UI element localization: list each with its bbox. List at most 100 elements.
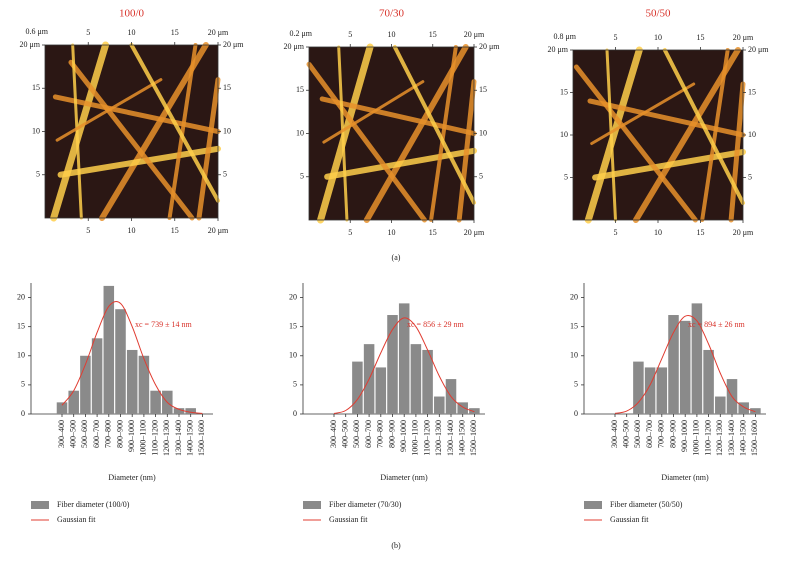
bar	[138, 355, 150, 414]
y-tick-label: 20 μm	[479, 42, 500, 51]
y-tick-label: 5	[21, 380, 25, 389]
legend-label: Fiber diameter (100/0)	[57, 500, 130, 509]
bar	[126, 349, 138, 414]
x-tick-label: 1300–1400	[446, 420, 455, 456]
y-tick-label: 5	[300, 172, 304, 181]
y-tick-label: 5	[293, 380, 297, 389]
y-tick-label: 0	[21, 409, 25, 418]
y-tick-label: 10	[17, 351, 25, 360]
bar	[103, 285, 115, 414]
afm-fiber	[317, 43, 374, 224]
height-label: 0.2 μm	[289, 29, 312, 38]
afm-fiber	[728, 81, 746, 223]
x-tick-label: 700–800	[376, 420, 385, 448]
y-tick-label: 10	[570, 351, 578, 360]
y-tick-label: 20	[570, 292, 578, 301]
x-tick-label: 1200–1300	[715, 420, 724, 456]
x-tick-label: 20 μm	[464, 30, 485, 39]
x-tick-label: 1500–1600	[197, 420, 206, 456]
x-tick-label: 20 μm	[464, 228, 485, 237]
y-tick-label: 15	[479, 85, 487, 94]
legend-label: Gaussian fit	[329, 515, 368, 524]
bar	[173, 408, 185, 414]
x-tick-label: 10	[128, 28, 136, 37]
x-tick-label: 1200–1300	[162, 420, 171, 456]
x-tick-label: 10	[388, 228, 396, 237]
x-tick-label: 1500–1600	[750, 420, 759, 456]
x-tick-label: 10	[654, 33, 662, 42]
x-tick-label: 600–700	[92, 420, 101, 448]
afm-fiber	[605, 48, 617, 222]
afm-fiber	[584, 46, 643, 224]
x-tick-label: 900–1000	[399, 420, 408, 452]
fit-curve	[333, 317, 475, 414]
afm-fiber	[590, 82, 696, 145]
height-label: 0.6 μm	[25, 27, 48, 36]
bar	[185, 408, 196, 414]
afm-fiber	[322, 80, 425, 144]
x-tick-label: 15	[171, 28, 179, 37]
legend-label: Gaussian fit	[610, 515, 649, 524]
bar	[422, 349, 433, 414]
afm-fiber	[337, 45, 349, 222]
panel-title: 100/0	[119, 8, 145, 20]
afm-fiber	[68, 59, 195, 221]
bar	[80, 355, 91, 414]
bar	[56, 402, 68, 414]
afm-fiber	[129, 43, 220, 203]
bar	[150, 390, 161, 414]
y-tick-label: 10	[289, 351, 297, 360]
y-tick-label: 5	[748, 172, 752, 181]
x-tick-label: 10	[128, 226, 136, 235]
bar	[91, 338, 103, 414]
afm-fiber	[363, 44, 469, 223]
bar	[691, 303, 703, 414]
fit-curve	[61, 301, 203, 414]
bar	[410, 344, 422, 414]
y-tick-label: 20 μm	[283, 42, 304, 51]
y-tick-label: 10	[560, 130, 568, 139]
afm-fiber	[167, 43, 198, 220]
x-tick-label: 1400–1500	[739, 420, 748, 456]
x-axis-label: Diameter (nm)	[661, 473, 709, 482]
x-tick-label: 700–800	[657, 420, 666, 448]
bar	[352, 361, 363, 414]
x-tick-label: 5	[86, 28, 90, 37]
bar	[469, 408, 480, 414]
x-tick-label: 5	[348, 228, 352, 237]
x-tick-label: 900–1000	[127, 420, 136, 452]
y-tick-label: 10	[479, 128, 487, 137]
bar	[738, 402, 749, 414]
bar	[68, 390, 79, 414]
legend-swatch	[31, 501, 49, 509]
y-tick-label: 15	[32, 83, 40, 92]
x-tick-label: 500–600	[352, 420, 361, 448]
x-tick-label: 300–400	[57, 420, 66, 448]
x-tick-label: 1000–1100	[692, 420, 701, 456]
afm-fiber	[700, 48, 730, 222]
x-tick-label: 300–400	[329, 420, 338, 448]
bar	[375, 367, 387, 414]
x-tick-label: 300–400	[610, 420, 619, 448]
bar	[115, 309, 126, 414]
x-tick-label: 500–600	[633, 420, 642, 448]
y-tick-label: 15	[17, 321, 25, 330]
afm-fiber	[429, 45, 458, 222]
x-tick-label: 5	[86, 226, 90, 235]
afm-fiber	[99, 42, 209, 221]
x-tick-label: 700–800	[104, 420, 113, 448]
x-tick-label: 5	[614, 33, 618, 42]
y-tick-label: 15	[289, 321, 297, 330]
afm-fiber	[52, 94, 221, 134]
x-tick-label: 15	[697, 228, 705, 237]
x-tick-label: 400–500	[69, 420, 78, 448]
x-axis-label: Diameter (nm)	[108, 473, 156, 482]
x-tick-label: 900–1000	[680, 420, 689, 452]
y-tick-label: 5	[36, 170, 40, 179]
fit-curve	[614, 314, 756, 414]
bar	[457, 402, 468, 414]
x-tick-label: 20 μm	[208, 226, 229, 235]
y-tick-label: 10	[32, 126, 40, 135]
x-tick-label: 20 μm	[208, 28, 229, 37]
